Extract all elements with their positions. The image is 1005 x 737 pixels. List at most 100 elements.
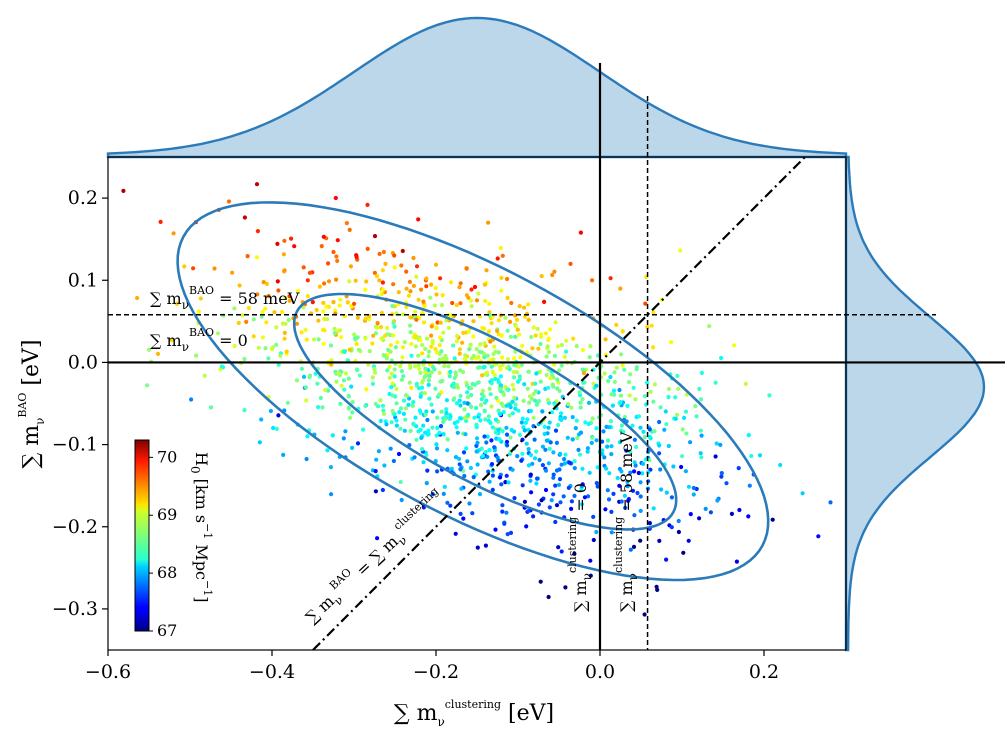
sample-point — [534, 449, 539, 454]
sample-point — [533, 398, 538, 403]
sample-point — [747, 483, 752, 488]
sample-point — [394, 401, 399, 406]
sample-point — [458, 393, 463, 398]
sample-point — [455, 419, 460, 424]
sample-point — [546, 400, 552, 406]
sample-point — [547, 505, 552, 510]
sample-point — [393, 345, 398, 350]
sample-point — [316, 405, 321, 410]
sample-point — [477, 365, 482, 370]
sample-point — [682, 415, 687, 420]
sample-point — [498, 475, 503, 480]
sample-point — [470, 511, 475, 516]
sample-point — [367, 349, 372, 354]
sample-point — [528, 408, 534, 414]
sample-point — [608, 374, 613, 380]
sample-point — [465, 413, 470, 418]
sample-point — [424, 284, 429, 289]
sample-point — [482, 355, 487, 360]
sample-point — [158, 219, 163, 224]
sample-point — [391, 320, 396, 326]
sample-point — [385, 368, 390, 373]
sample-point — [420, 447, 425, 452]
sample-point — [561, 494, 566, 499]
sample-point — [729, 511, 735, 516]
reference-lines — [312, 157, 806, 650]
sample-point — [698, 451, 703, 456]
sample-point — [527, 400, 532, 405]
sample-point — [341, 436, 346, 441]
sample-point — [767, 393, 772, 398]
sample-point — [746, 433, 751, 438]
sample-point — [553, 483, 558, 488]
sample-point — [318, 395, 323, 401]
sample-point — [558, 500, 563, 505]
sample-point — [578, 230, 584, 235]
sample-point — [330, 433, 335, 438]
sample-point — [468, 298, 473, 303]
sample-point — [440, 293, 445, 298]
sample-point — [638, 480, 643, 485]
sample-point — [504, 403, 509, 408]
sample-point — [411, 422, 416, 427]
sample-point — [718, 442, 723, 447]
sample-point — [651, 310, 656, 315]
sample-point — [380, 268, 385, 273]
sample-point — [512, 496, 517, 501]
sample-point — [676, 529, 682, 535]
sample-point — [426, 428, 431, 433]
sample-point — [407, 380, 412, 385]
sample-point — [647, 521, 653, 526]
sample-point — [420, 385, 425, 390]
sample-point — [680, 454, 685, 459]
sample-point — [282, 268, 287, 273]
sample-point — [461, 330, 466, 335]
extended-lines — [108, 63, 1005, 650]
sample-point — [246, 306, 251, 311]
sample-point — [373, 489, 378, 494]
sample-point — [632, 469, 637, 474]
sample-point — [699, 433, 704, 438]
sample-point — [666, 395, 671, 400]
sample-point — [515, 454, 520, 459]
sample-point — [373, 469, 378, 474]
sample-point — [341, 378, 346, 383]
sample-point — [511, 387, 516, 392]
sample-point — [251, 317, 256, 322]
sample-point — [550, 272, 555, 278]
sample-point — [370, 381, 375, 386]
sample-point — [533, 381, 538, 386]
sample-point — [577, 390, 582, 395]
sample-point — [461, 450, 467, 455]
sample-point — [632, 437, 638, 442]
sample-point — [540, 444, 546, 449]
sample-point — [504, 425, 509, 430]
sample-point — [263, 306, 268, 311]
sample-point — [632, 460, 637, 465]
colorbar-gradient — [134, 439, 150, 632]
sample-point — [459, 486, 464, 491]
sample-point — [570, 437, 575, 442]
sample-point — [508, 334, 513, 339]
sample-point — [549, 498, 554, 503]
sample-point — [609, 452, 614, 457]
sample-point — [354, 367, 359, 372]
sample-point — [496, 408, 501, 413]
sample-point — [429, 282, 434, 287]
sample-point — [588, 558, 593, 563]
sample-point — [572, 459, 577, 464]
sample-point — [480, 453, 486, 458]
sample-point — [555, 377, 560, 382]
sample-point — [471, 319, 476, 324]
sample-point — [535, 476, 540, 481]
sample-point — [630, 488, 636, 493]
sample-point — [462, 356, 467, 361]
sample-point — [590, 435, 595, 440]
sample-point — [470, 381, 475, 387]
sample-point — [370, 341, 375, 346]
sample-point — [543, 331, 549, 336]
sample-point — [617, 483, 622, 488]
sample-point — [566, 401, 571, 407]
sample-point — [467, 347, 472, 352]
sample-point — [638, 538, 643, 543]
